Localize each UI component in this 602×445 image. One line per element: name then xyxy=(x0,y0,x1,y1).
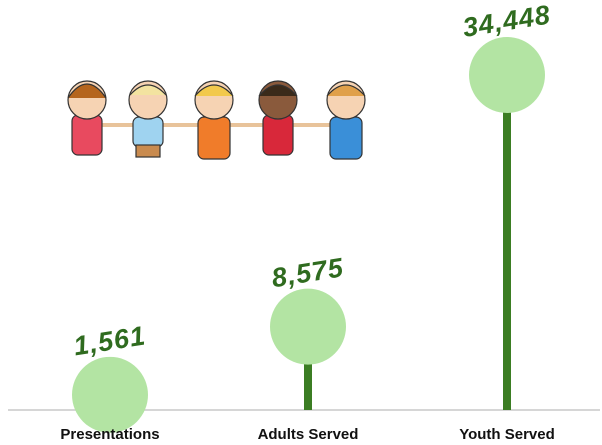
lollipop-head xyxy=(469,37,545,113)
x-tick-label: Adults Served xyxy=(258,426,359,443)
x-tick-label: Youth Served xyxy=(459,426,555,443)
value-label: 1,561 xyxy=(72,320,148,361)
value-label: 34,448 xyxy=(461,0,553,43)
value-label: 8,575 xyxy=(270,252,346,293)
x-tick-label: Presentations xyxy=(60,426,159,443)
page: 1,561 Presentations 8,575 Adults Served 34,4… xyxy=(0,0,602,445)
chart: 1,561 Presentations 8,575 Adults Served 34,4… xyxy=(0,0,602,445)
lollipop-head xyxy=(72,357,148,433)
kids-illustration xyxy=(68,81,365,159)
lollipop-head xyxy=(270,289,346,365)
